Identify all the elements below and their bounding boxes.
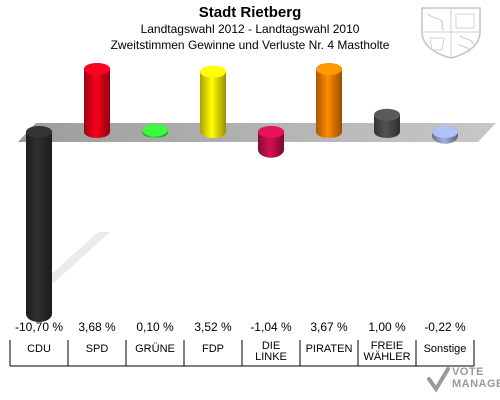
category-label-die-linke-1: DIE [262,340,280,352]
value-label-sonstige: -0,22 % [424,320,466,334]
chart-subtitle-2: Zweitstimmen Gewinne und Verluste Nr. 4 … [110,38,390,52]
coat-of-arms-icon [421,7,481,59]
bar-cap-grune [142,124,168,137]
bar-cdu [26,126,52,322]
bars-group [26,63,458,322]
bar-cap-fdp [200,65,226,78]
category-label-grune: GRÜNE [135,343,175,355]
value-label-piraten: 3,67 % [310,320,348,334]
category-label-spd: SPD [86,343,109,355]
chart-subtitle: Landtagswahl 2012 - Landtagswahl 2010 [140,22,360,36]
bar-cap-cdu [26,126,52,138]
value-label-freie-wahler: 1,00 % [368,320,406,334]
bar-spd [84,63,110,138]
value-labels-group: -10,70 % 3,68 % 0,10 % 3,52 % -1,04 % 3,67 % 1… [15,320,466,334]
negative-shadow [34,232,110,290]
bar-fdp [200,65,226,138]
logo-line-1: VOTE [452,366,484,378]
bar-cap-spd [84,63,110,75]
category-label-fdp: FDP [202,343,224,355]
chart-title: Stadt Rietberg [198,4,302,21]
category-label-die-linke-2: LINKE [255,351,287,363]
bar-piraten [316,63,342,138]
bar-cap-sonstige [432,126,458,138]
bar-cap-freie-wahler [374,108,400,121]
category-label-piraten: PIRATEN [306,343,353,355]
category-label-sonstige: Sonstige [424,343,467,355]
category-label-freie-wahler-1: FREIE [371,340,403,352]
value-label-grune: 0,10 % [136,320,174,334]
value-label-cdu: -10,70 % [15,320,63,334]
bar-cap-piraten [316,63,342,76]
value-label-die-linke: -1,04 % [250,320,292,334]
checkmark-icon [427,367,450,393]
bar-cap-die-linke [258,126,284,138]
value-label-fdp: 3,52 % [194,320,232,334]
category-label-cdu: CDU [27,343,51,355]
vote-manager-logo: VOTE MANAGER [426,362,500,398]
logo-line-2: MANAGER [452,378,500,390]
category-label-freie-wahler-2: WÄHLER [363,351,410,363]
value-label-spd: 3,68 % [78,320,116,334]
